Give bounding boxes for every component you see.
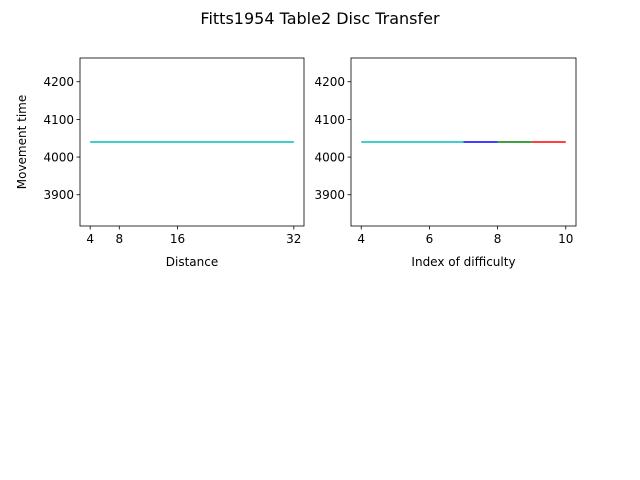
- x-axis-label: Index of difficulty: [411, 255, 515, 269]
- x-tick-label: 8: [494, 232, 502, 246]
- figure-title: Fitts1954 Table2 Disc Transfer: [200, 9, 440, 28]
- x-axis-label: Distance: [166, 255, 218, 269]
- x-tick-label: 10: [558, 232, 573, 246]
- axes-frame: [350, 57, 577, 227]
- y-tick-label: 3900: [43, 188, 74, 202]
- x-tick-label: 4: [86, 232, 94, 246]
- y-tick-label: 3900: [314, 188, 345, 202]
- distance-plot: 4 8 16 32 3900 4000 4100 4200 Distance Movement t…: [15, 57, 305, 269]
- y-tick-label: 4200: [43, 75, 74, 89]
- x-tick-label: 6: [426, 232, 434, 246]
- y-tick-label: 4200: [314, 75, 345, 89]
- y-tick-label: 4100: [314, 113, 345, 127]
- x-tick-label: 4: [357, 232, 365, 246]
- x-tick-label: 32: [286, 232, 301, 246]
- index-of-difficulty-plot: 4 6 8 10 3900 4000 4100 4200 Index of difficulty: [314, 57, 577, 269]
- x-tick-label: 16: [170, 232, 185, 246]
- y-tick-label: 4000: [314, 151, 345, 165]
- y-tick-label: 4000: [43, 151, 74, 165]
- axes-frame: [79, 57, 305, 227]
- x-tick-label: 8: [115, 232, 123, 246]
- y-axis-label: Movement time: [15, 95, 29, 190]
- y-tick-label: 4100: [43, 113, 74, 127]
